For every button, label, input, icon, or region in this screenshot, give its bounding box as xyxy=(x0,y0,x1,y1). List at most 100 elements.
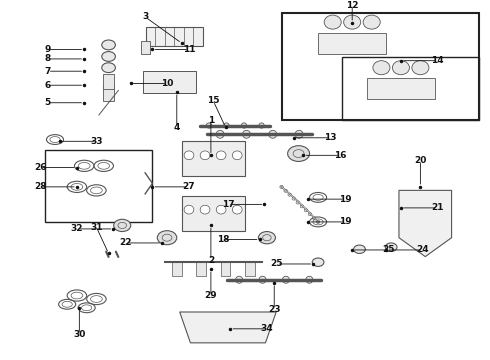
Bar xyxy=(141,41,149,54)
Ellipse shape xyxy=(373,61,390,75)
Ellipse shape xyxy=(184,151,194,160)
Text: 11: 11 xyxy=(183,45,195,54)
Text: 34: 34 xyxy=(261,324,273,333)
Ellipse shape xyxy=(184,205,194,214)
Text: 19: 19 xyxy=(339,195,351,204)
Text: 27: 27 xyxy=(183,183,196,192)
Ellipse shape xyxy=(102,40,116,50)
Ellipse shape xyxy=(242,123,246,128)
Ellipse shape xyxy=(300,205,303,208)
Bar xyxy=(146,27,203,46)
Ellipse shape xyxy=(259,123,264,128)
Ellipse shape xyxy=(306,276,313,283)
Text: 21: 21 xyxy=(431,203,444,212)
Bar xyxy=(318,33,386,54)
Text: 28: 28 xyxy=(34,183,47,192)
Ellipse shape xyxy=(200,151,210,160)
Text: 24: 24 xyxy=(416,246,429,255)
Ellipse shape xyxy=(206,123,212,128)
Polygon shape xyxy=(180,312,276,343)
Ellipse shape xyxy=(412,61,429,75)
Text: 13: 13 xyxy=(324,133,337,142)
Text: 18: 18 xyxy=(217,235,229,244)
Ellipse shape xyxy=(216,205,226,214)
Ellipse shape xyxy=(216,130,224,138)
Ellipse shape xyxy=(114,219,131,231)
Text: 25: 25 xyxy=(383,246,395,255)
Bar xyxy=(282,13,479,120)
Ellipse shape xyxy=(385,243,397,251)
Text: 32: 32 xyxy=(71,224,83,233)
Text: 30: 30 xyxy=(73,329,86,338)
Text: 14: 14 xyxy=(431,56,444,65)
Text: 20: 20 xyxy=(414,156,427,165)
Ellipse shape xyxy=(295,130,303,138)
Bar xyxy=(45,150,152,222)
Text: 33: 33 xyxy=(90,137,102,146)
Text: 26: 26 xyxy=(34,163,47,172)
Bar xyxy=(367,78,435,99)
Ellipse shape xyxy=(232,151,242,160)
Ellipse shape xyxy=(269,130,277,138)
Ellipse shape xyxy=(258,231,275,244)
Bar xyxy=(343,57,479,120)
Ellipse shape xyxy=(216,151,226,160)
Ellipse shape xyxy=(259,276,266,283)
Ellipse shape xyxy=(292,197,295,200)
Text: 29: 29 xyxy=(205,291,217,300)
Bar xyxy=(103,86,114,101)
Ellipse shape xyxy=(308,212,312,216)
Text: 16: 16 xyxy=(334,151,346,160)
Ellipse shape xyxy=(200,205,210,214)
Text: 23: 23 xyxy=(268,305,280,314)
Text: 4: 4 xyxy=(173,123,180,132)
Text: 19: 19 xyxy=(339,217,351,226)
Text: 9: 9 xyxy=(45,45,51,54)
Text: 7: 7 xyxy=(45,67,51,76)
Text: 15: 15 xyxy=(207,96,220,105)
Ellipse shape xyxy=(363,15,380,29)
Ellipse shape xyxy=(312,258,324,266)
Ellipse shape xyxy=(224,123,229,128)
Text: 12: 12 xyxy=(346,1,359,10)
Text: 22: 22 xyxy=(120,238,132,247)
Ellipse shape xyxy=(324,15,341,29)
Ellipse shape xyxy=(354,245,366,253)
Text: 3: 3 xyxy=(142,12,148,21)
Ellipse shape xyxy=(312,216,316,220)
Ellipse shape xyxy=(304,209,308,212)
Bar xyxy=(220,262,230,276)
Ellipse shape xyxy=(243,130,250,138)
Ellipse shape xyxy=(284,189,287,192)
Polygon shape xyxy=(399,190,452,257)
Bar xyxy=(196,262,206,276)
Text: 1: 1 xyxy=(208,116,214,125)
Bar xyxy=(143,71,196,93)
Ellipse shape xyxy=(157,231,177,245)
Bar xyxy=(182,141,245,176)
Ellipse shape xyxy=(288,146,310,161)
Text: 10: 10 xyxy=(161,79,173,88)
Ellipse shape xyxy=(232,205,242,214)
Bar xyxy=(182,195,245,231)
Ellipse shape xyxy=(288,193,292,196)
Text: 25: 25 xyxy=(270,260,283,269)
Text: 17: 17 xyxy=(221,200,234,209)
Text: 2: 2 xyxy=(208,256,214,265)
Ellipse shape xyxy=(296,201,299,204)
Ellipse shape xyxy=(102,63,116,73)
Ellipse shape xyxy=(282,276,290,283)
Ellipse shape xyxy=(102,51,116,62)
Ellipse shape xyxy=(236,276,243,283)
Text: 6: 6 xyxy=(45,81,51,90)
Bar xyxy=(245,262,255,276)
Text: 8: 8 xyxy=(45,54,51,63)
Bar xyxy=(172,262,182,276)
Text: 5: 5 xyxy=(45,98,51,107)
Ellipse shape xyxy=(280,185,283,188)
Ellipse shape xyxy=(317,220,320,224)
Bar xyxy=(103,75,114,89)
Ellipse shape xyxy=(392,61,410,75)
Ellipse shape xyxy=(343,15,361,29)
Text: 31: 31 xyxy=(90,223,102,232)
